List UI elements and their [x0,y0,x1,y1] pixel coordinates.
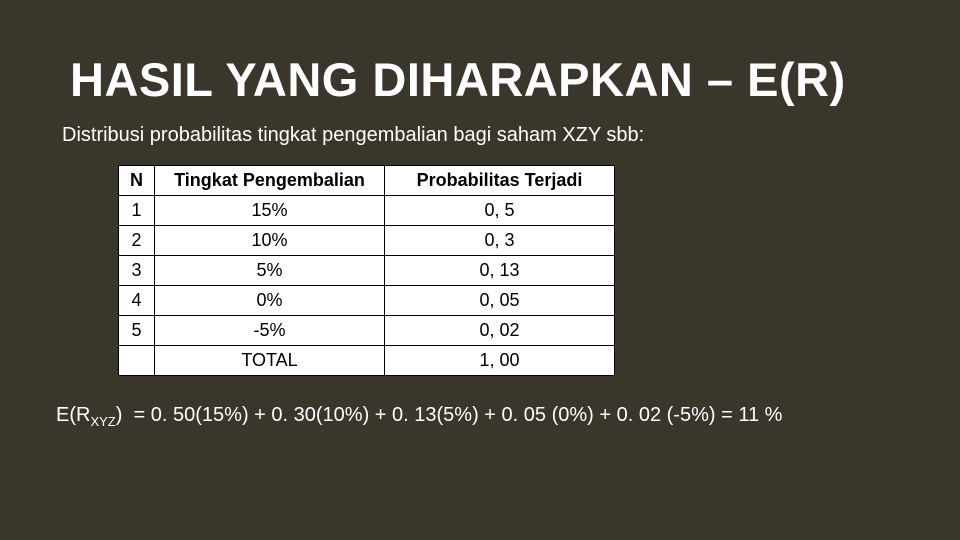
table-row: 3 5% 0, 13 [119,255,615,285]
cell-prob: 0, 02 [385,315,615,345]
cell-n: 2 [119,225,155,255]
formula-subscript: XYZ [90,414,115,429]
table-row: 1 15% 0, 5 [119,195,615,225]
cell-return: 10% [155,225,385,255]
cell-n: 4 [119,285,155,315]
formula-rhs: = 0. 50(15%) + 0. 30(10%) + 0. 13(5%) + … [134,404,783,426]
slide-title: HASIL YANG DIHARAPKAN – E(R) [70,55,900,106]
cell-return: 0% [155,285,385,315]
cell-return: 5% [155,255,385,285]
cell-prob: 0, 13 [385,255,615,285]
col-header-probability: Probabilitas Terjadi [385,165,615,195]
cell-total-label: TOTAL [155,345,385,375]
slide-subtitle: Distribusi probabilitas tingkat pengemba… [62,124,900,147]
formula-lhs-close: ) [116,404,123,426]
cell-n: 3 [119,255,155,285]
cell-return: 15% [155,195,385,225]
col-header-n: N [119,165,155,195]
cell-prob: 0, 3 [385,225,615,255]
probability-table-container: N Tingkat Pengembalian Probabilitas Terj… [118,165,900,376]
col-header-return: Tingkat Pengembalian [155,165,385,195]
table-row: 5 -5% 0, 02 [119,315,615,345]
slide-body: HASIL YANG DIHARAPKAN – E(R) Distribusi … [0,0,960,429]
probability-table: N Tingkat Pengembalian Probabilitas Terj… [118,165,615,376]
table-row: 2 10% 0, 3 [119,225,615,255]
table-header-row: N Tingkat Pengembalian Probabilitas Terj… [119,165,615,195]
formula-lhs-label: E(R [56,404,90,426]
table-row: 4 0% 0, 05 [119,285,615,315]
cell-prob: 0, 5 [385,195,615,225]
expected-return-formula: E(RXYZ) = 0. 50(15%) + 0. 30(10%) + 0. 1… [56,404,900,429]
cell-total-prob: 1, 00 [385,345,615,375]
cell-n: 1 [119,195,155,225]
cell-prob: 0, 05 [385,285,615,315]
table-total-row: TOTAL 1, 00 [119,345,615,375]
cell-n [119,345,155,375]
cell-n: 5 [119,315,155,345]
cell-return: -5% [155,315,385,345]
